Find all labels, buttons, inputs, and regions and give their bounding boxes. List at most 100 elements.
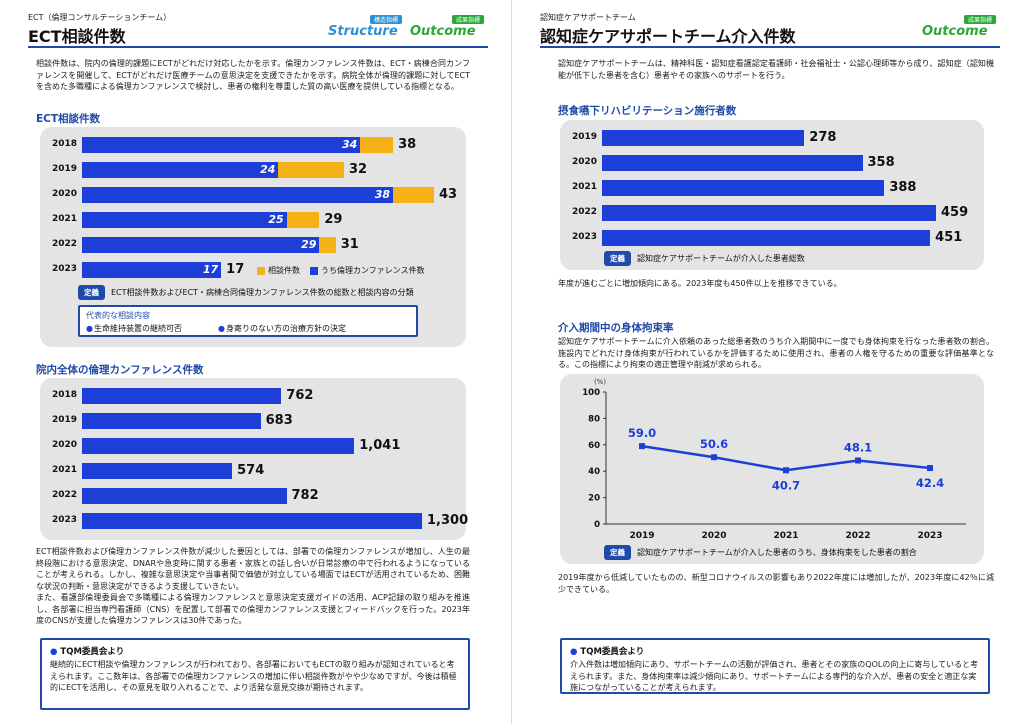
chart2-bar (82, 388, 282, 404)
chart2-section-title: 院内全体の倫理カンファレンス件数 (36, 364, 204, 376)
chart2-row: 2019 683 (52, 413, 456, 429)
outcome-logo-word: Outcome (922, 24, 988, 39)
chart3-bar (602, 155, 863, 171)
chart2-year-label: 2018 (52, 390, 78, 400)
chart3-bar (602, 205, 936, 221)
chart1-total-bar (319, 237, 336, 253)
legend-conf-label: うち倫理カンファレンス件数 (321, 266, 425, 275)
data-label: 42.4 (916, 476, 944, 490)
y-tick-label: 100 (582, 388, 600, 398)
x-tick-label: 2021 (773, 531, 798, 541)
chart1-conf-bar (82, 187, 394, 203)
chart2-year-label: 2023 (52, 515, 78, 525)
chart3-value-label: 278 (809, 130, 837, 145)
outcome-logo-word: Outcome (410, 24, 476, 39)
right-tqm-text: 介入件数は増加傾向にあり、サポートチームの活動が評価され、患者とその家族のQOL… (570, 660, 979, 692)
chart3-bar (602, 130, 805, 146)
chart1-conf-value-label: 24 (260, 163, 276, 176)
chart1-total-bar (393, 187, 434, 203)
left-header: ECT（倫理コンサルテーションチーム） ECT相談件数 構造指標 Structu… (28, 12, 488, 48)
data-point (711, 454, 717, 461)
chart1-row: 2021 25 29 (52, 212, 456, 228)
definition-badge: 定義 (604, 545, 631, 560)
chart3-year-label: 2023 (572, 232, 598, 242)
chart2-value-label: 1,300 (427, 513, 469, 528)
chart2-year-label: 2020 (52, 440, 78, 450)
chart1-total-value-label: 31 (340, 237, 359, 252)
right-tqm-heading: TQM委員会より (570, 645, 980, 657)
chart3-value-label: 358 (867, 155, 895, 170)
chart2-value-label: 782 (291, 488, 319, 503)
left-body: ECT相談件数および倫理カンファレンス件数が減少した要因としては、部署での倫理カ… (36, 547, 470, 625)
y-tick-label: 80 (588, 414, 600, 424)
chart3-year-label: 2020 (572, 157, 598, 167)
chart1-panel: 2018 34 38 2019 24 32 2020 38 43 2021 25 29 2022 29 31… (40, 127, 466, 347)
data-point (927, 465, 933, 472)
left-header-title: ECT相談件数 (28, 27, 126, 46)
left-header-supertitle: ECT（倫理コンサルテーションチーム） (28, 13, 172, 22)
chart1-conf-value-label: 17 (202, 263, 219, 276)
chart3-comment: 年度が進むごとに増加傾向にある。2023年度も450件以上を推移できている。 (558, 279, 842, 288)
right-header-title: 認知症ケアサポートチーム介入件数 (540, 27, 796, 46)
chart1-conf-bar (82, 212, 287, 228)
chart2-bar (82, 513, 422, 529)
chart1-conf-value-label: 25 (268, 213, 284, 226)
chart1-conf-bar (82, 137, 361, 153)
data-label: 59.0 (628, 426, 656, 440)
left-tqm-box: TQM委員会より 継続的にECT相談や倫理カンファレンスが行われており、各部署に… (40, 638, 470, 710)
chart2-bar (82, 438, 355, 454)
line-chart: (%) 0 20 40 60 80 100 2019 2020 2021 2022 2023 59.0 5… (582, 378, 966, 541)
chart3-row: 2023 451 (572, 230, 974, 246)
chart2-value-label: 1,041 (359, 438, 401, 453)
x-tick-label: 2022 (845, 531, 870, 541)
chart3-definition: 定義 認知症ケアサポートチームが介入した患者総数 (604, 251, 805, 266)
page-gutter (511, 0, 512, 724)
chart2-row: 2020 1,041 (52, 438, 456, 454)
chart1-section-title: ECT相談件数 (36, 113, 101, 125)
chart3-row: 2020 358 (572, 155, 974, 171)
x-tick-label: 2020 (701, 531, 726, 541)
legend-total-label: 相談件数 (268, 266, 300, 275)
left-page: ECT（倫理コンサルテーションチーム） ECT相談件数 構造指標 Structu… (0, 0, 512, 724)
chart1-total-bar (278, 162, 344, 178)
legend-conf-swatch (310, 266, 318, 275)
chart1-row: 2023 17 17 (52, 262, 456, 278)
chart2-value-label: 762 (286, 388, 314, 403)
chart1-row: 2019 24 32 (52, 162, 456, 178)
chart1-conf-value-label: 29 (301, 238, 317, 251)
chart3-year-label: 2021 (572, 182, 598, 192)
representative-cases-box: 代表的な相談内容 生命維持装置の継続可否 身寄りのない方の治療方針の決定 (78, 305, 418, 337)
chart4-section-title: 介入期間中の身体拘束率 (558, 322, 674, 334)
chart2-year-label: 2019 (52, 415, 78, 425)
right-tqm-box: TQM委員会より 介入件数は増加傾向にあり、サポートチームの活動が評価され、患者… (560, 638, 990, 694)
chart4-intro: 認知症ケアサポートチームに介入依頼のあった総患者数のうち介入期間中に一度でも身体… (558, 337, 994, 369)
outcome-logo: 成果指標 Outcome (922, 15, 996, 39)
line-series (641, 444, 931, 472)
chart1-conf-value-label: 34 (342, 138, 358, 151)
chart1-definition: 定義 ECT相談件数およびECT・病棟合同倫理カンファレンス件数の総数と相談内容… (78, 285, 414, 300)
chart1-conf-bar (82, 162, 279, 178)
chart2-row: 2018 762 (52, 388, 456, 404)
chart1-year-label: 2023 (52, 264, 78, 274)
right-header-supertitle: 認知症ケアサポートチーム (540, 13, 636, 22)
legend-total: 相談件数 (257, 265, 300, 276)
structure-logo-word: Structure (328, 24, 398, 39)
data-label: 50.6 (700, 437, 728, 451)
chart3-year-label: 2022 (572, 207, 598, 217)
case-item: 生命維持装置の継続可否 (86, 323, 182, 334)
cases-items: 生命維持装置の継続可否 身寄りのない方の治療方針の決定 (86, 323, 410, 334)
structure-logo: 構造指標 Structure (328, 15, 402, 39)
definition-badge: 定義 (78, 285, 105, 300)
chart3-bar (602, 180, 885, 196)
chart1-year-label: 2020 (52, 189, 78, 199)
outcome-logo-caption: 成果指標 (963, 15, 996, 24)
chart3-value-label: 388 (889, 180, 917, 195)
left-tqm-heading: TQM委員会より (50, 645, 460, 657)
outcome-logo-caption: 成果指標 (451, 15, 484, 24)
data-point (783, 467, 789, 474)
y-tick-label: 0 (594, 520, 600, 530)
chart4-definition: 定義 認知症ケアサポートチームが介入した患者のうち、身体拘束をした患者の割合 (604, 545, 917, 560)
chart3-value-label: 451 (935, 230, 963, 245)
chart2-row: 2023 1,300 (52, 513, 468, 529)
chart3-section-title: 摂食嚥下リハビリテーション施行者数 (558, 105, 737, 117)
